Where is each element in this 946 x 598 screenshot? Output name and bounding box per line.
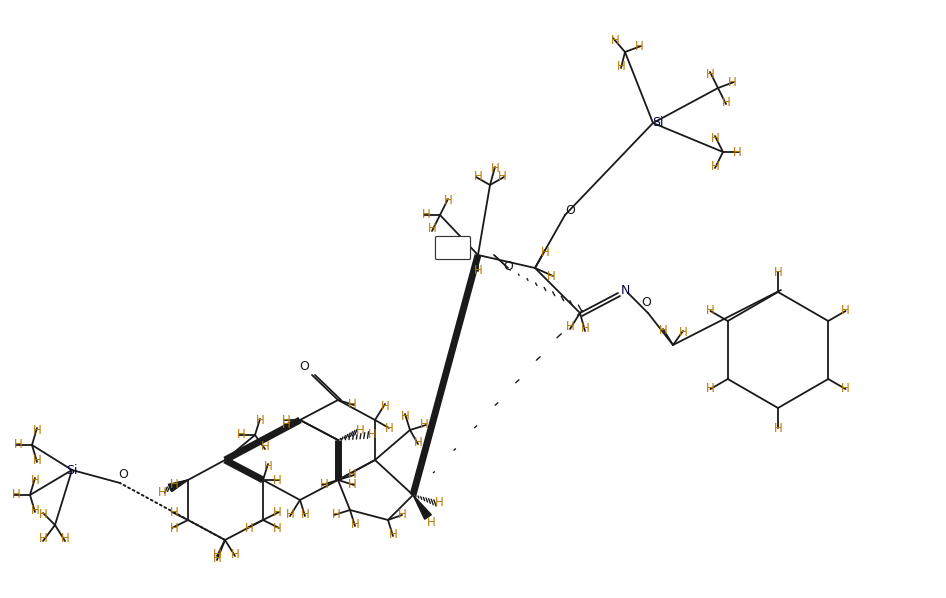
FancyBboxPatch shape bbox=[435, 236, 470, 260]
Text: H: H bbox=[385, 422, 394, 435]
Text: H: H bbox=[581, 322, 589, 335]
Text: H: H bbox=[389, 527, 397, 541]
Text: H: H bbox=[13, 438, 23, 451]
Text: H: H bbox=[347, 478, 357, 492]
Text: H: H bbox=[347, 468, 357, 481]
Text: H: H bbox=[213, 548, 221, 560]
Text: H: H bbox=[617, 59, 625, 72]
Text: O: O bbox=[641, 297, 651, 310]
Text: O: O bbox=[118, 468, 128, 481]
Text: H: H bbox=[841, 383, 850, 395]
Text: H: H bbox=[540, 246, 550, 258]
Text: H: H bbox=[320, 478, 328, 492]
Text: O: O bbox=[503, 260, 513, 273]
Text: H: H bbox=[474, 264, 482, 277]
Text: H: H bbox=[420, 419, 429, 432]
Text: H: H bbox=[397, 508, 407, 521]
Text: H: H bbox=[706, 304, 715, 318]
Text: H: H bbox=[332, 508, 341, 521]
Text: H: H bbox=[658, 325, 667, 337]
FancyBboxPatch shape bbox=[435, 236, 470, 260]
Text: Abs: Abs bbox=[444, 243, 463, 253]
Text: H: H bbox=[444, 194, 452, 208]
Text: H: H bbox=[434, 496, 444, 509]
Text: H: H bbox=[30, 504, 40, 517]
Text: H: H bbox=[710, 160, 719, 172]
Text: H: H bbox=[213, 551, 221, 565]
Text: H: H bbox=[368, 429, 377, 441]
Text: H: H bbox=[169, 505, 179, 518]
Text: H: H bbox=[610, 33, 620, 47]
Text: Abs: Abs bbox=[444, 243, 463, 253]
Text: H: H bbox=[706, 68, 714, 81]
Text: H: H bbox=[282, 413, 290, 426]
Text: H: H bbox=[427, 517, 435, 529]
Text: N: N bbox=[621, 285, 630, 297]
Text: H: H bbox=[32, 423, 42, 437]
Text: H: H bbox=[169, 478, 179, 492]
Text: H: H bbox=[774, 266, 782, 279]
Text: H: H bbox=[841, 304, 850, 318]
Text: H: H bbox=[169, 521, 179, 535]
Text: O: O bbox=[299, 361, 309, 374]
Text: H: H bbox=[498, 170, 506, 184]
Text: H: H bbox=[351, 517, 359, 530]
Text: H: H bbox=[678, 327, 688, 340]
Text: H: H bbox=[32, 453, 42, 466]
Text: H: H bbox=[706, 383, 715, 395]
Text: H: H bbox=[30, 474, 40, 487]
Text: H: H bbox=[301, 508, 309, 520]
Text: O: O bbox=[565, 203, 575, 216]
Text: H: H bbox=[11, 489, 21, 502]
Text: H: H bbox=[272, 521, 281, 535]
Text: H: H bbox=[722, 96, 730, 108]
Text: H: H bbox=[710, 132, 719, 145]
Text: H: H bbox=[245, 521, 254, 535]
Text: H: H bbox=[286, 508, 294, 520]
Polygon shape bbox=[168, 480, 188, 492]
Text: H: H bbox=[261, 441, 270, 453]
Text: H: H bbox=[635, 39, 643, 53]
Text: H: H bbox=[727, 75, 736, 89]
Text: H: H bbox=[732, 145, 742, 158]
Text: H: H bbox=[474, 170, 482, 184]
Text: H: H bbox=[380, 399, 390, 413]
Text: H: H bbox=[428, 222, 436, 236]
Text: H: H bbox=[231, 548, 239, 560]
Text: H: H bbox=[413, 435, 422, 448]
Text: H: H bbox=[422, 209, 430, 221]
Text: Si: Si bbox=[66, 463, 78, 477]
Text: H: H bbox=[272, 505, 281, 518]
Text: H: H bbox=[39, 532, 47, 545]
Text: H: H bbox=[264, 459, 272, 472]
Text: H: H bbox=[282, 419, 290, 432]
Text: H: H bbox=[255, 414, 264, 428]
Text: H: H bbox=[158, 486, 166, 499]
Text: H: H bbox=[400, 410, 410, 423]
Polygon shape bbox=[413, 495, 431, 519]
Text: H: H bbox=[61, 532, 69, 545]
Text: H: H bbox=[547, 270, 555, 282]
Text: H: H bbox=[347, 398, 357, 411]
Text: H: H bbox=[39, 508, 47, 521]
Text: H: H bbox=[272, 474, 281, 487]
Text: H: H bbox=[236, 429, 245, 441]
Text: H: H bbox=[356, 423, 364, 437]
Text: H: H bbox=[491, 163, 499, 175]
Text: H: H bbox=[566, 321, 574, 334]
Text: Si: Si bbox=[652, 117, 664, 130]
Text: H: H bbox=[774, 422, 782, 435]
